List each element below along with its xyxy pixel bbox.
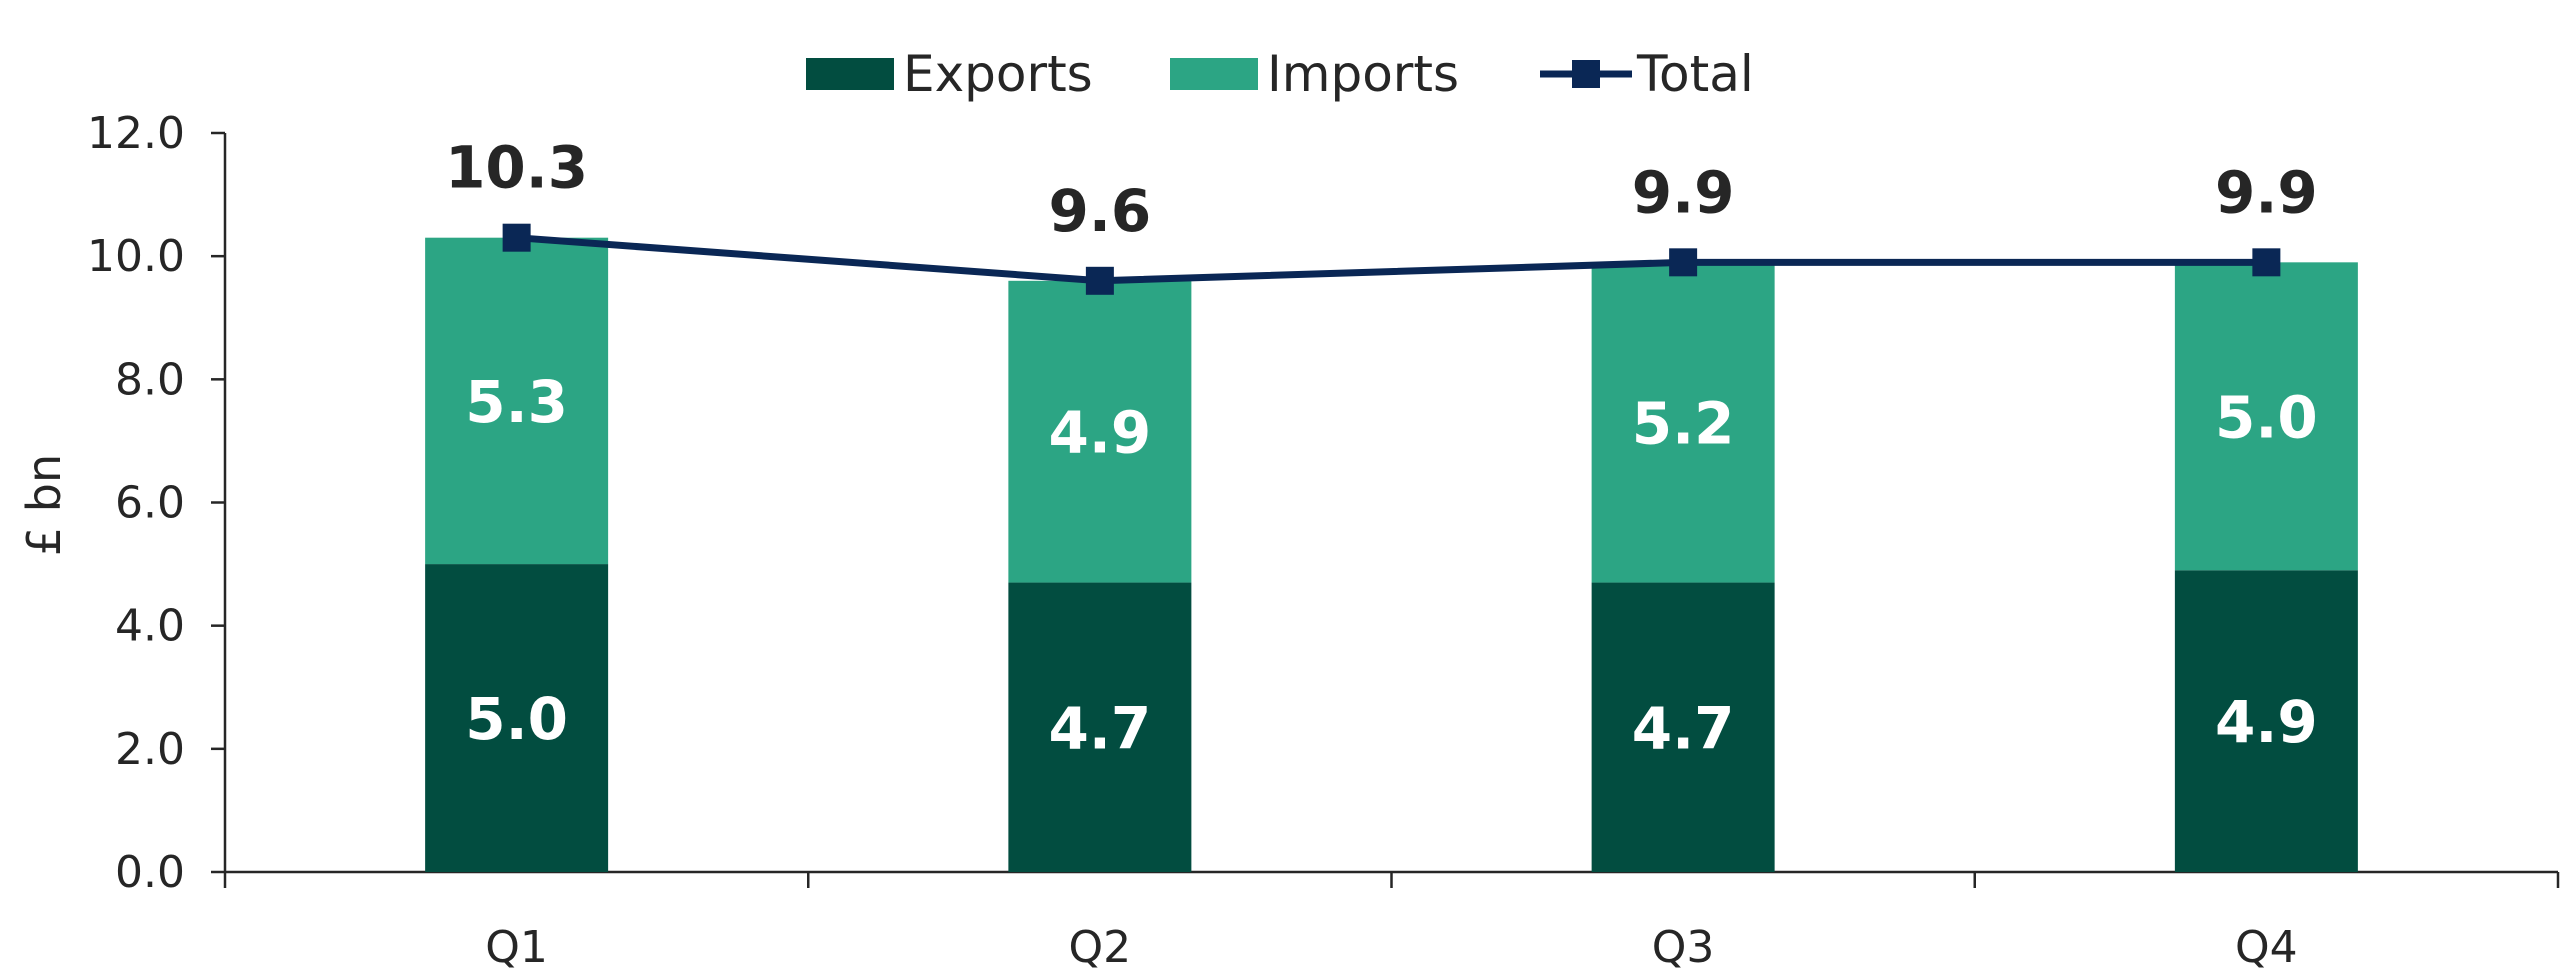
bar-exports xyxy=(2174,570,2358,872)
total-marker xyxy=(502,223,531,252)
y-tick-label: 8.0 xyxy=(115,354,185,405)
data-label-imports: 5.0 xyxy=(2215,383,2318,451)
y-tick-label: 10.0 xyxy=(87,231,185,282)
bar-exports xyxy=(1008,582,1192,872)
bar-exports xyxy=(1591,582,1775,872)
data-label-exports: 4.7 xyxy=(1049,694,1152,762)
x-tick-label: Q3 xyxy=(1652,922,1715,973)
data-label-total: 9.6 xyxy=(1049,177,1152,245)
y-tick-label: 6.0 xyxy=(115,478,185,529)
data-label-total: 10.3 xyxy=(445,134,588,202)
legend-swatch-exports xyxy=(806,58,894,90)
data-label-total: 9.9 xyxy=(2215,158,2318,226)
legend: Exports Imports Total xyxy=(806,45,1754,103)
y-tick-label: 2.0 xyxy=(115,724,185,775)
legend-swatch-total-marker xyxy=(1572,60,1600,88)
bar-imports xyxy=(425,237,609,565)
bar-imports xyxy=(1591,262,1775,583)
data-label-exports: 4.9 xyxy=(2215,688,2318,756)
data-label-total: 9.9 xyxy=(1632,158,1735,226)
bar-imports xyxy=(2174,262,2358,571)
data-label-imports: 5.3 xyxy=(465,368,568,436)
x-tick-label: Q2 xyxy=(1069,922,1132,973)
y-tick-label: 0.0 xyxy=(115,847,185,898)
y-axis: 0.0 2.0 4.0 6.0 8.0 10.0 12.0 xyxy=(87,108,227,898)
total-line-path xyxy=(516,234,2267,285)
data-label-imports: 4.9 xyxy=(1049,399,1152,467)
total-marker xyxy=(1669,248,1698,277)
data-label-exports: 4.7 xyxy=(1632,694,1735,762)
data-label-exports: 5.0 xyxy=(465,685,568,753)
legend-label-total: Total xyxy=(1636,45,1754,103)
x-tick-label: Q1 xyxy=(485,922,548,973)
x-axis: Q1 Q2 Q3 Q4 xyxy=(223,870,2560,973)
x-tick-label: Q4 xyxy=(2235,922,2298,973)
total-marker xyxy=(2252,248,2281,277)
data-labels: 5.0 5.3 4.7 4.9 4.7 5.2 4.9 5.0 10.3 9.6 9.9 9.9 xyxy=(445,134,2318,763)
total-line xyxy=(502,223,2281,295)
y-tick-label: 4.0 xyxy=(115,601,185,652)
bar-exports xyxy=(425,564,609,872)
y-axis-label: £ bn xyxy=(17,454,71,556)
y-tick-label: 12.0 xyxy=(87,108,185,159)
legend-swatch-imports xyxy=(1170,58,1258,90)
total-marker xyxy=(1085,266,1114,295)
legend-label-exports: Exports xyxy=(903,45,1093,103)
bar-imports xyxy=(1008,280,1192,583)
legend-label-imports: Imports xyxy=(1267,45,1459,103)
data-label-imports: 5.2 xyxy=(1632,389,1735,457)
bars xyxy=(425,237,2358,872)
